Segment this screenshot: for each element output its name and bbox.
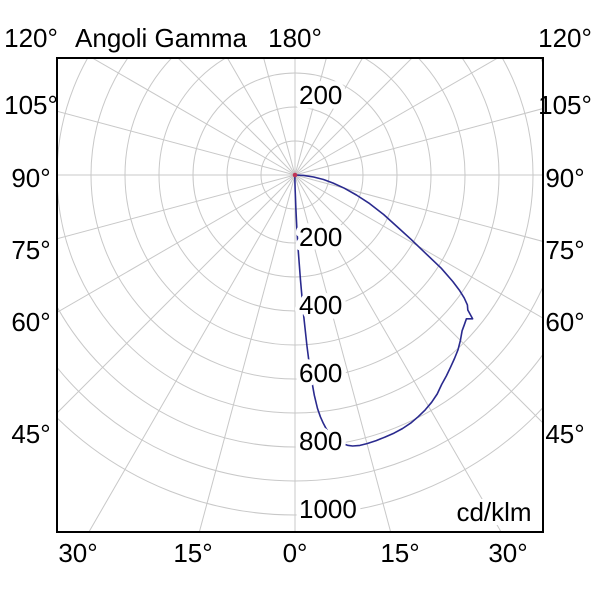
gamma-label-bottom-right-15: 15° — [380, 538, 420, 568]
plot-border — [56, 57, 544, 533]
gamma-label-right-90: 90° — [545, 163, 585, 193]
polar-grid-spoke — [294, 174, 542, 242]
radial-scale-label: 600 — [299, 358, 342, 388]
pole-dot — [292, 172, 298, 178]
gamma-label-right-120: 120° — [538, 23, 592, 53]
gamma-label-right-45: 45° — [545, 419, 585, 449]
polar-grid-spoke — [88, 174, 296, 531]
gamma-label-right-75: 75° — [545, 235, 585, 265]
polar-grid-spoke — [294, 59, 412, 176]
polar-grid-spoke — [294, 59, 327, 176]
polar-grid-spoke — [263, 59, 296, 176]
gamma-label-left-75: 75° — [11, 235, 51, 265]
gamma-label-right-60: 60° — [545, 307, 585, 337]
polar-grid-spoke — [294, 174, 502, 531]
gamma-label-bottom-left-30: 30° — [58, 538, 98, 568]
polar-grid-spoke — [93, 59, 296, 176]
radial-scale-label: 800 — [299, 426, 342, 456]
radial-scale-label: 1000 — [299, 494, 357, 524]
polar-grid-spoke — [58, 174, 296, 313]
radial-scale-label: 200 — [299, 80, 342, 110]
gamma-label-left-120: 120° — [4, 23, 58, 53]
radial-scale-label: 200 — [299, 222, 342, 252]
polar-grid-spoke — [294, 174, 391, 531]
gamma-label-left-45: 45° — [11, 419, 51, 449]
polar-grid-spoke — [294, 174, 542, 423]
polar-grid-spoke — [294, 59, 497, 176]
gamma-label-bottom-right-30: 30° — [488, 538, 528, 568]
radial-scale-label: 400 — [299, 290, 342, 320]
polar-grid-spoke — [227, 59, 296, 176]
polar-grid-spoke — [294, 174, 542, 319]
chart-title: Angoli Gamma — [75, 23, 247, 53]
gamma-label-right-105: 105° — [538, 90, 592, 120]
gamma-label-pole-180: 180° — [268, 23, 322, 53]
polar-grid-spoke — [178, 59, 296, 176]
polar-grid-spoke — [199, 174, 296, 531]
unit-label: cd/klm — [453, 499, 535, 525]
gamma-label-left-60: 60° — [11, 307, 51, 337]
polar-grid-spoke — [294, 59, 363, 176]
intensity-curve — [294, 174, 474, 447]
polar-grid-spoke — [58, 174, 296, 240]
polar-grid-spoke — [58, 110, 296, 176]
polar-grid-spoke — [58, 174, 296, 413]
gamma-label-bottom-0: 0° — [282, 538, 308, 568]
gamma-label-left-90: 90° — [11, 163, 51, 193]
gamma-label-bottom-left-15: 15° — [173, 538, 213, 568]
polar-grid-spoke — [294, 108, 542, 176]
gamma-label-left-105: 105° — [4, 90, 58, 120]
